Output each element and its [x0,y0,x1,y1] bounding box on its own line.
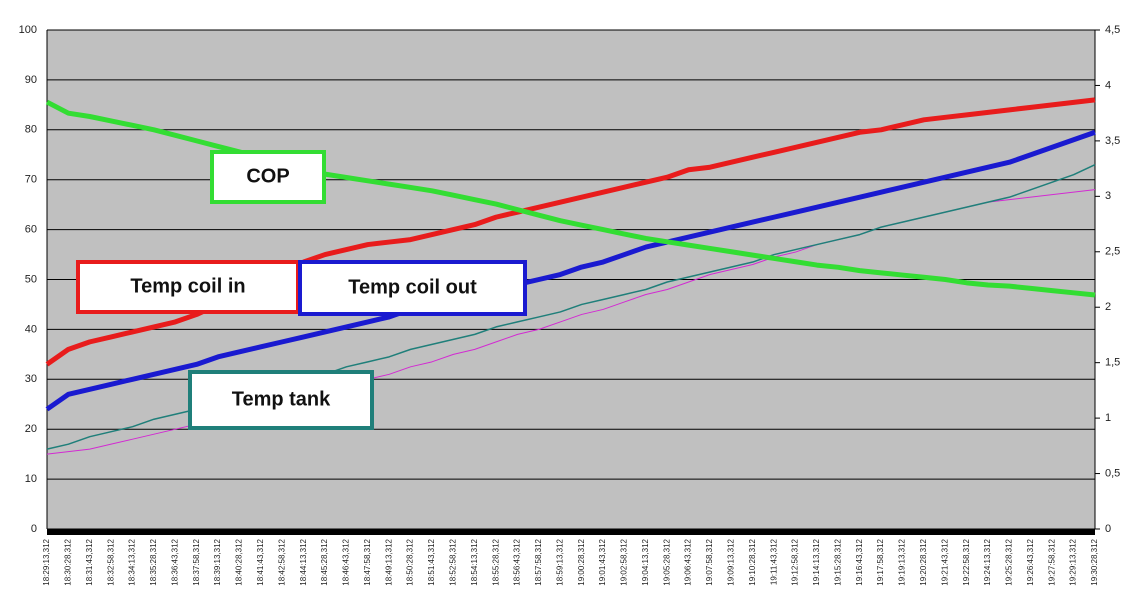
x-tick-label: 19:29:13,312 [1069,538,1078,585]
x-tick-label: 18:31:43,312 [85,538,94,585]
x-tick-label: 19:21:43,312 [940,538,949,585]
x-tick-label: 18:37:58,312 [192,538,201,585]
y2-tick-label: 1 [1105,412,1111,424]
x-tick-label: 19:14:13,312 [812,538,821,585]
y-tick-label: 70 [25,174,37,186]
x-tick-label: 18:59:13,312 [555,538,564,585]
x-tick-label: 18:29:13,312 [42,538,51,585]
y2-tick-label: 0,5 [1105,467,1120,479]
y-tick-label: 50 [25,273,37,285]
series-line [45,99,1096,298]
x-tick-label: 18:51:43,312 [427,538,436,585]
x-tick-label: 19:20:28,312 [919,538,928,585]
x-tick-label: 18:30:28,312 [63,538,72,585]
x-tick-label: 19:00:28,312 [577,538,586,585]
x-axis [47,529,1095,535]
x-tick-label: 18:56:43,312 [513,538,522,585]
y-tick-label: 0 [31,523,37,535]
x-tick-label: 18:57:58,312 [534,538,543,585]
y2-tick-label: 3,5 [1105,135,1120,147]
x-tick-label: 19:25:28,312 [1005,538,1014,585]
x-tick-label: 18:44:13,312 [299,538,308,585]
y-tick-label: 90 [25,74,37,86]
y-tick-label: 100 [19,24,37,36]
x-tick-label: 19:15:28,312 [833,538,842,585]
x-tick-label: 18:50:28,312 [406,538,415,585]
y2-tick-label: 2,5 [1105,246,1120,258]
y-tick-label: 20 [25,423,37,435]
x-tick-label: 19:04:13,312 [641,538,650,585]
y-tick-label: 10 [25,473,37,485]
x-tick-label: 19:26:43,312 [1026,538,1035,585]
x-tick-label: 19:01:43,312 [598,538,607,585]
x-tick-label: 18:41:43,312 [256,538,265,585]
x-tick-label: 19:09:13,312 [727,538,736,585]
y2-tick-label: 3 [1105,190,1111,202]
y2-tick-label: 4 [1105,79,1111,91]
legend-box [76,260,300,314]
x-tick-label: 19:30:28,312 [1090,538,1099,585]
legend-label: COP [246,165,289,187]
x-tick-label: 18:49:13,312 [384,538,393,585]
x-tick-label: 19:06:43,312 [684,538,693,585]
x-tick-label: 19:11:43,312 [769,538,778,585]
x-tick-label: 18:45:28,312 [320,538,329,585]
x-tick-label: 19:24:13,312 [983,538,992,585]
y-tick-label: 40 [25,323,37,335]
y-tick-label: 60 [25,224,37,236]
series-line [45,129,1096,412]
x-tick-label: 18:55:28,312 [491,538,500,585]
legend-label: Temp coil in [130,275,245,297]
x-tick-label: 19:19:13,312 [898,538,907,585]
legend-label: Temp tank [232,388,331,410]
y-tick-label: 30 [25,373,37,385]
x-tick-label: 19:02:58,312 [620,538,629,585]
x-tick-label: 18:47:58,312 [363,538,372,585]
x-tick-label: 19:07:58,312 [705,538,714,585]
x-tick-label: 19:27:58,312 [1047,538,1056,585]
y-tick-label: 80 [25,124,37,136]
x-tick-label: 19:05:28,312 [662,538,671,585]
x-tick-label: 19:10:28,312 [748,538,757,585]
x-tick-label: 19:16:43,312 [855,538,864,585]
x-tick-label: 18:36:43,312 [170,538,179,585]
x-tick-label: 18:54:13,312 [470,538,479,585]
legend-box [210,150,326,204]
x-tick-label: 18:39:13,312 [213,538,222,585]
y2-tick-label: 1,5 [1105,357,1120,369]
legend-box [188,370,374,430]
x-tick-label: 18:52:58,312 [448,538,457,585]
x-tick-label: 18:46:43,312 [342,538,351,585]
x-tick-label: 18:32:58,312 [106,538,115,585]
x-tick-label: 19:17:58,312 [876,538,885,585]
x-tick-label: 19:22:58,312 [962,538,971,585]
y2-tick-label: 4,5 [1105,24,1120,36]
x-tick-label: 18:35:28,312 [149,538,158,585]
x-tick-label: 18:40:28,312 [235,538,244,585]
y2-tick-label: 0 [1105,523,1111,535]
legend-label: Temp coil out [348,276,477,298]
x-tick-label: 18:34:13,312 [128,538,137,585]
x-tick-label: 19:12:58,312 [791,538,800,585]
y2-tick-label: 2 [1105,301,1111,313]
legend-box [298,260,527,316]
x-tick-label: 18:42:58,312 [277,538,286,585]
